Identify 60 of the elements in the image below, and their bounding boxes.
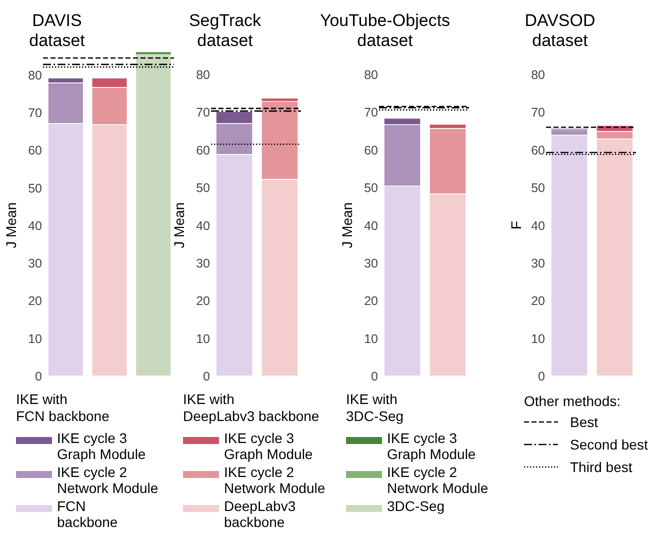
- chart-title: SegTrack dataset: [188, 11, 262, 50]
- y-tick-label: 70: [364, 106, 378, 120]
- y-tick-label: 60: [364, 143, 378, 158]
- y-axis-title: J Mean: [339, 202, 355, 248]
- legend-label: FCN backbone: [57, 498, 118, 530]
- legend-label: DeepLabv3 backbone: [224, 498, 296, 530]
- y-tick-label: 30: [531, 256, 546, 270]
- legend-label: IKE cycle 2 Network Module: [387, 464, 488, 496]
- y-tick-label: 80: [28, 68, 42, 82]
- legend-label: 3DC-Seg: [387, 498, 445, 514]
- chart-title: DAVSOD dataset: [524, 11, 596, 50]
- y-tick-label: 20: [196, 294, 210, 308]
- y-tick-label: 40: [531, 218, 546, 233]
- y-tick-label: 40: [28, 218, 42, 233]
- y-axis-title: J Mean: [3, 202, 19, 248]
- y-tick-label: 60: [531, 143, 546, 158]
- y-axis-title: J Mean: [171, 202, 187, 248]
- text: IKE with 3DC-Seg: [346, 391, 404, 424]
- chart-title: DAVIS dataset: [29, 11, 86, 50]
- y-tick-label: 50: [196, 181, 210, 196]
- text: IKE with FCN backbone: [16, 391, 110, 424]
- y-tick-label: 0: [538, 370, 546, 384]
- legend-label: IKE cycle 3 Graph Module: [387, 430, 476, 462]
- y-tick-label: 30: [196, 256, 210, 270]
- y-tick-label: 70: [531, 106, 546, 120]
- y-tick-label: 0: [203, 370, 210, 384]
- y-tick-label: 50: [364, 181, 378, 196]
- y-tick-label: 10: [364, 332, 378, 346]
- chart-title: YouTube-Objects dataset: [320, 11, 450, 50]
- y-tick-label: 20: [531, 294, 546, 308]
- y-tick-label: 50: [531, 181, 546, 196]
- legend-label: IKE cycle 2 Network Module: [57, 464, 158, 496]
- text: IKE with DeepLabv3 backbone: [183, 391, 320, 424]
- y-tick-label: 10: [28, 332, 42, 346]
- legend-label: IKE cycle 2 Network Module: [224, 464, 326, 496]
- y-tick-label: 80: [196, 68, 210, 82]
- y-tick-label: 70: [196, 106, 210, 120]
- y-axis-title: F: [508, 220, 524, 230]
- y-tick-label: 60: [28, 144, 42, 158]
- legend-label: Best: [570, 414, 598, 430]
- y-tick-label: 20: [28, 294, 42, 308]
- y-tick-label: 70: [28, 106, 42, 120]
- y-tick-label: 10: [196, 332, 210, 346]
- text: Other methods:: [524, 393, 620, 409]
- y-tick-label: 40: [196, 218, 210, 233]
- y-tick-label: 80: [364, 68, 378, 82]
- y-tick-label: 80: [531, 68, 546, 82]
- y-tick-label: 30: [364, 256, 378, 270]
- y-tick-label: 0: [371, 370, 378, 384]
- legend-label: Second best: [570, 436, 648, 452]
- y-tick-label: 60: [196, 143, 210, 158]
- legend-label: IKE cycle 3 Graph Module: [57, 430, 146, 462]
- y-tick-label: 10: [531, 332, 546, 346]
- y-tick-label: 50: [28, 181, 42, 196]
- y-tick-label: 40: [364, 218, 378, 233]
- y-tick-label: 0: [35, 370, 42, 384]
- legend-label: Third best: [570, 459, 632, 475]
- legend-label: IKE cycle 3 Graph Module: [224, 430, 313, 462]
- y-tick-label: 20: [364, 294, 378, 308]
- y-tick-label: 30: [28, 256, 42, 271]
